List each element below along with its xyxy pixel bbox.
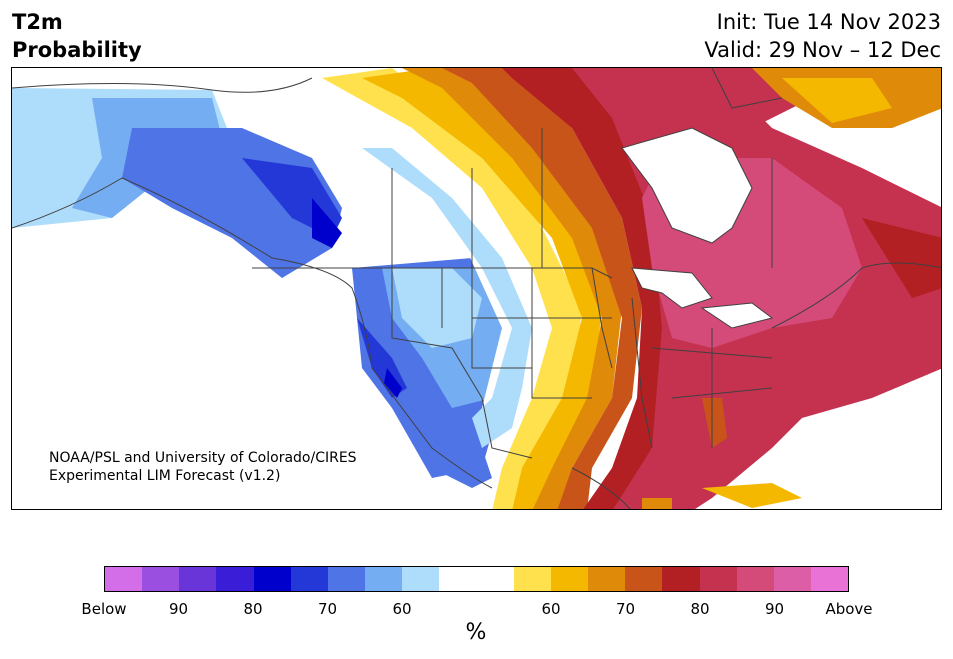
init-date: Init: Tue 14 Nov 2023 <box>716 10 941 34</box>
colorbar-swatch <box>810 567 849 591</box>
colorbar-swatch <box>773 567 811 591</box>
colorbar-tick-label: 60 <box>392 600 412 618</box>
credit-line-1: NOAA/PSL and University of Colorado/CIRE… <box>49 450 357 466</box>
colorbar-swatch <box>290 567 328 591</box>
colorbar-swatch <box>736 567 774 591</box>
colorbar-swatch <box>662 567 700 591</box>
colorbar-tick-label: 90 <box>168 600 189 618</box>
title-block: T2m Probability <box>12 8 142 64</box>
product-title: Probability <box>12 38 142 62</box>
colorbar-swatch <box>216 567 254 591</box>
colorbar-unit: % <box>465 620 487 645</box>
colorbar-swatch <box>476 567 514 591</box>
colorbar-tick-label: Below <box>81 600 127 618</box>
colorbar-swatch <box>142 567 180 591</box>
variable-title: T2m <box>12 10 63 34</box>
colorbar-swatch <box>179 567 217 591</box>
colorbar-swatch <box>513 567 551 591</box>
forecast-map <box>11 67 942 510</box>
colorbar-swatch <box>105 567 143 591</box>
colorbar-tick-label: 60 <box>541 600 561 618</box>
colorbar-tick-label: 70 <box>317 600 338 618</box>
colorbar-swatch <box>439 567 477 591</box>
colorbar-swatch <box>625 567 663 591</box>
colorbar-swatch <box>588 567 626 591</box>
forecast-credit: NOAA/PSL and University of Colorado/CIRE… <box>49 449 357 485</box>
colorbar-tick-label: Above <box>825 600 873 618</box>
colorbar-tick-label: 90 <box>764 600 785 618</box>
credit-line-2: Experimental LIM Forecast (v1.2) <box>49 468 281 484</box>
valid-range: Valid: 29 Nov – 12 Dec <box>704 38 941 62</box>
boundaries <box>12 68 941 509</box>
map-canvas <box>12 68 941 509</box>
probability-colorbar <box>104 566 849 592</box>
probability-fill <box>12 68 941 509</box>
colorbar-swatch <box>327 567 366 591</box>
date-block: Init: Tue 14 Nov 2023 Valid: 29 Nov – 12… <box>704 8 941 64</box>
colorbar-swatch <box>550 567 589 591</box>
colorbar-swatch <box>253 567 291 591</box>
colorbar-swatch <box>402 567 440 591</box>
colorbar-tick-label: 70 <box>615 600 636 618</box>
colorbar-swatch <box>699 567 737 591</box>
colorbar-tick-label: 80 <box>690 600 710 618</box>
colorbar-tick-label: 80 <box>243 600 263 618</box>
colorbar-swatch <box>365 567 403 591</box>
